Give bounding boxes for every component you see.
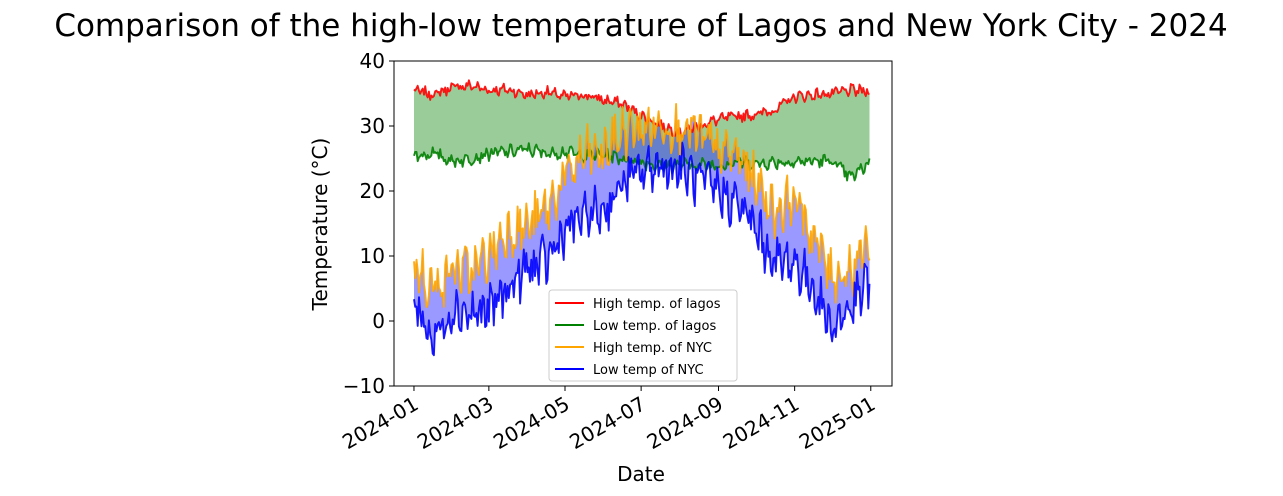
y-tick-label: 40 (360, 49, 385, 73)
series-line-3 (413, 141, 871, 357)
series-line-1 (413, 142, 871, 182)
chart-title: Comparison of the high-low temperature o… (54, 8, 1227, 44)
legend-box (548, 289, 738, 382)
x-tick-label: 2024-03 (413, 392, 497, 455)
y-tick-label: 20 (360, 179, 385, 203)
series-line-0 (413, 79, 870, 138)
fill-band-nyc (414, 104, 870, 356)
x-tick-label: 2024-01 (338, 392, 422, 455)
legend: High temp. of lagos Low temp. of lagos Hig… (548, 289, 738, 382)
legend-label: Low temp of NYC (593, 363, 704, 378)
y-tick-label: 10 (360, 244, 385, 268)
y-tick-label: 0 (372, 309, 385, 333)
x-tick-label: 2024-05 (489, 392, 573, 455)
x-tick-label: 2024-11 (719, 392, 803, 455)
x-tick-label: 2025-01 (795, 392, 879, 455)
y-tick-label: 30 (360, 114, 385, 138)
y-axis: −10 0 10 20 30 40 (343, 49, 394, 398)
x-tick-label: 2024-07 (565, 392, 649, 455)
x-tick-label: 2024-09 (643, 392, 727, 455)
plot-frame (393, 60, 893, 387)
series-line-2 (413, 103, 871, 309)
x-axis-label: Date (617, 462, 665, 486)
legend-label: Low temp. of lagos (593, 319, 716, 334)
plot-area (413, 79, 871, 357)
y-axis-label: Temperature (°C) (308, 138, 332, 312)
legend-label: High temp. of lagos (593, 297, 721, 312)
x-axis: 2024-012024-032024-052024-072024-092024-… (338, 386, 879, 454)
legend-label: High temp. of NYC (593, 341, 712, 356)
fill-band-lagos (414, 80, 870, 181)
y-tick-label: −10 (343, 374, 385, 398)
